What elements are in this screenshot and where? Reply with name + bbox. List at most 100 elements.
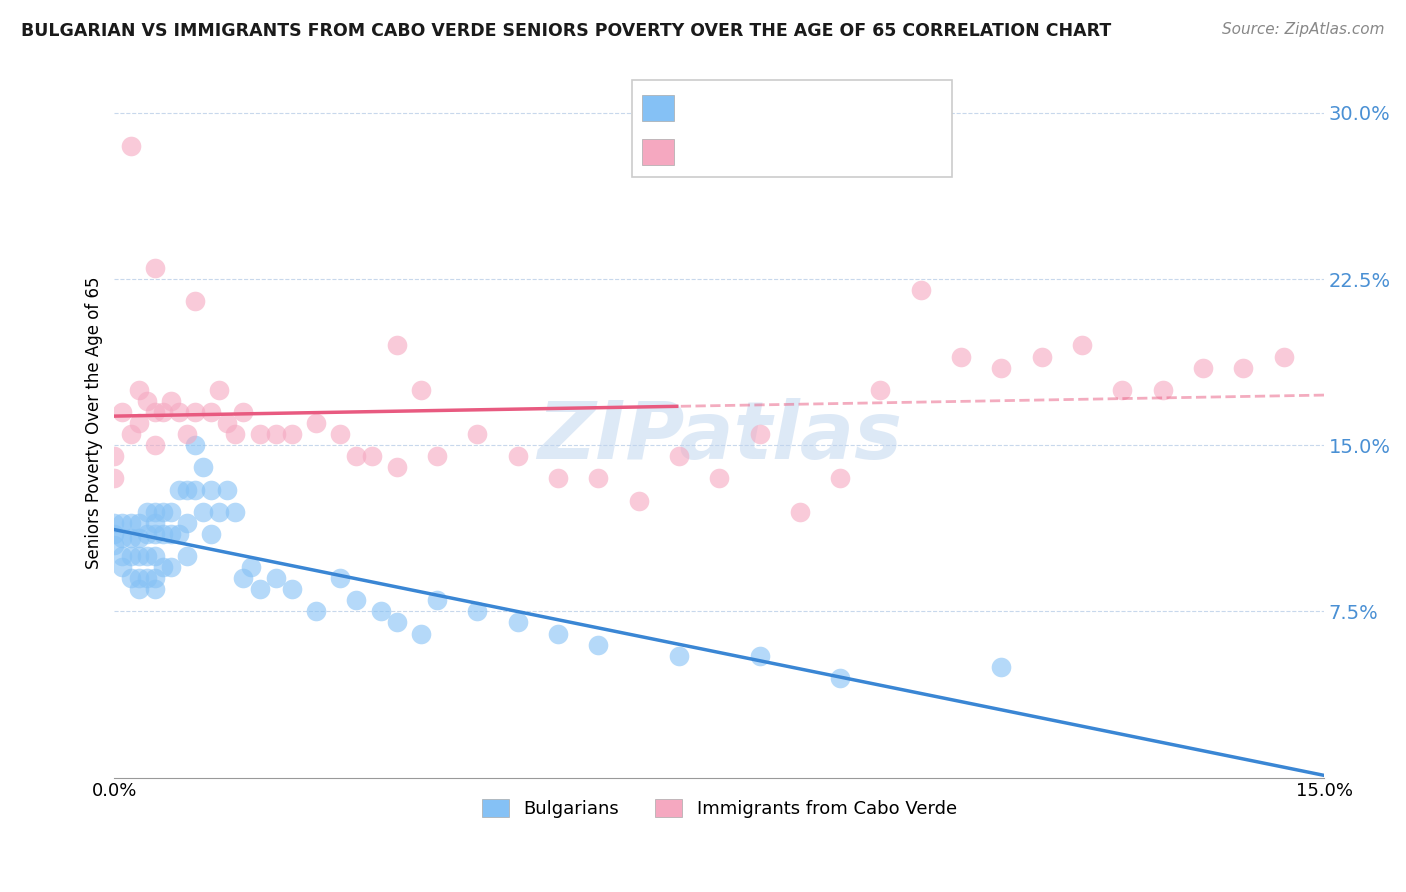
Point xyxy=(152,505,174,519)
Point xyxy=(385,460,408,475)
Point xyxy=(160,393,183,408)
Point xyxy=(135,549,157,563)
Point xyxy=(200,526,222,541)
Point xyxy=(184,405,207,419)
Point xyxy=(200,483,222,497)
Point xyxy=(830,471,852,485)
Point xyxy=(128,516,150,530)
Point xyxy=(143,438,166,452)
Point xyxy=(111,405,134,419)
Point xyxy=(184,294,207,309)
Point xyxy=(103,526,125,541)
Point xyxy=(120,516,142,530)
Point xyxy=(506,450,529,464)
Point xyxy=(547,626,569,640)
Point xyxy=(426,593,449,607)
Point xyxy=(135,505,157,519)
Point xyxy=(191,505,214,519)
Point xyxy=(748,648,770,663)
Point xyxy=(281,427,304,442)
Point xyxy=(135,526,157,541)
Point xyxy=(176,549,198,563)
Point xyxy=(184,483,207,497)
Point xyxy=(232,405,254,419)
Point xyxy=(160,526,183,541)
Point xyxy=(103,450,125,464)
Text: BULGARIAN VS IMMIGRANTS FROM CABO VERDE SENIORS POVERTY OVER THE AGE OF 65 CORRE: BULGARIAN VS IMMIGRANTS FROM CABO VERDE … xyxy=(21,22,1111,40)
Point xyxy=(910,283,932,297)
Point xyxy=(120,427,142,442)
Point xyxy=(160,505,183,519)
Point xyxy=(830,671,852,685)
Point xyxy=(329,427,352,442)
Point xyxy=(344,450,367,464)
Point xyxy=(120,549,142,563)
Point xyxy=(103,538,125,552)
Point xyxy=(120,531,142,545)
Point xyxy=(465,604,488,618)
Point xyxy=(1111,383,1133,397)
Point xyxy=(990,360,1012,375)
Point xyxy=(426,450,449,464)
Point xyxy=(208,505,231,519)
Point xyxy=(200,405,222,419)
Text: ZIPatlas: ZIPatlas xyxy=(537,398,901,476)
Point xyxy=(370,604,392,618)
Point xyxy=(506,615,529,630)
Point xyxy=(232,571,254,585)
Point xyxy=(111,560,134,574)
Legend: Bulgarians, Immigrants from Cabo Verde: Bulgarians, Immigrants from Cabo Verde xyxy=(474,791,965,825)
Point xyxy=(103,471,125,485)
Point xyxy=(668,450,690,464)
Point xyxy=(627,493,650,508)
Point xyxy=(264,427,287,442)
Point xyxy=(224,505,246,519)
Point xyxy=(152,405,174,419)
Point xyxy=(1071,338,1094,352)
Point xyxy=(465,427,488,442)
Point xyxy=(281,582,304,597)
Point xyxy=(135,571,157,585)
Point xyxy=(547,471,569,485)
Point xyxy=(184,438,207,452)
Point xyxy=(950,350,973,364)
Point xyxy=(1192,360,1215,375)
Point xyxy=(1152,383,1174,397)
Point xyxy=(305,416,328,430)
Point xyxy=(128,383,150,397)
Point xyxy=(103,516,125,530)
Point xyxy=(224,427,246,442)
Point xyxy=(586,638,609,652)
Point xyxy=(143,549,166,563)
Point xyxy=(143,582,166,597)
Point xyxy=(167,483,190,497)
Point xyxy=(143,505,166,519)
Point xyxy=(128,582,150,597)
Point xyxy=(143,571,166,585)
Point xyxy=(344,593,367,607)
Point xyxy=(748,427,770,442)
Point xyxy=(217,416,239,430)
Point xyxy=(191,460,214,475)
Point xyxy=(240,560,263,574)
Point xyxy=(1272,350,1295,364)
Point xyxy=(152,526,174,541)
Point xyxy=(135,393,157,408)
Point xyxy=(160,560,183,574)
Point xyxy=(385,338,408,352)
Point xyxy=(249,427,271,442)
Point xyxy=(167,405,190,419)
Point xyxy=(167,526,190,541)
Point xyxy=(709,471,731,485)
Text: Source: ZipAtlas.com: Source: ZipAtlas.com xyxy=(1222,22,1385,37)
Point xyxy=(249,582,271,597)
Point xyxy=(128,416,150,430)
Point xyxy=(264,571,287,585)
Point xyxy=(128,531,150,545)
Point xyxy=(1031,350,1053,364)
Point xyxy=(409,626,432,640)
Y-axis label: Seniors Poverty Over the Age of 65: Seniors Poverty Over the Age of 65 xyxy=(86,277,103,569)
Point xyxy=(143,526,166,541)
Point xyxy=(128,549,150,563)
Point xyxy=(668,648,690,663)
